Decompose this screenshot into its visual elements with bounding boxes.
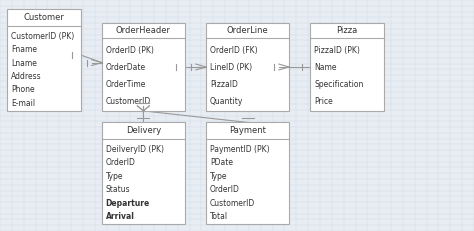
Text: DeilveryID (PK): DeilveryID (PK) (106, 145, 164, 154)
Text: OrderHeader: OrderHeader (116, 26, 171, 35)
Text: OrderID: OrderID (106, 158, 136, 167)
Text: Fname: Fname (11, 45, 37, 54)
Text: OrderID (PK): OrderID (PK) (106, 46, 154, 55)
Text: Lname: Lname (11, 58, 37, 67)
Text: E-mail: E-mail (11, 99, 35, 108)
Bar (310, 23, 384, 111)
Bar (206, 23, 289, 111)
Text: OrderTime: OrderTime (106, 80, 146, 89)
Text: Delivery: Delivery (126, 126, 161, 135)
Bar (102, 23, 185, 111)
Text: Phone: Phone (11, 85, 35, 94)
Text: Address: Address (11, 72, 42, 81)
Text: OrderID (FK): OrderID (FK) (210, 46, 257, 55)
Bar (206, 122, 289, 224)
Text: Type: Type (106, 172, 123, 181)
Text: Departure: Departure (106, 199, 150, 208)
Text: Specification: Specification (314, 80, 364, 89)
Bar (7, 9, 81, 111)
Text: Customer: Customer (23, 13, 64, 22)
Text: OrderID: OrderID (210, 185, 240, 194)
Text: PDate: PDate (210, 158, 233, 167)
Text: Pizza: Pizza (337, 26, 358, 35)
Text: CustomerID (PK): CustomerID (PK) (11, 32, 74, 41)
Text: Total: Total (210, 212, 228, 221)
Text: Type: Type (210, 172, 228, 181)
Text: CustomerID: CustomerID (106, 97, 151, 106)
Text: Payment: Payment (229, 126, 266, 135)
Text: OrderDate: OrderDate (106, 63, 146, 72)
Text: Arrival: Arrival (106, 212, 135, 221)
Text: CustomerID: CustomerID (210, 199, 255, 208)
Text: OrderLine: OrderLine (227, 26, 269, 35)
Text: PizzaID (PK): PizzaID (PK) (314, 46, 360, 55)
Text: LineID (PK): LineID (PK) (210, 63, 252, 72)
Text: PizzaID: PizzaID (210, 80, 238, 89)
Text: Price: Price (314, 97, 333, 106)
Text: Quantity: Quantity (210, 97, 243, 106)
Text: PaymentID (PK): PaymentID (PK) (210, 145, 270, 154)
Text: Name: Name (314, 63, 337, 72)
Bar (102, 122, 185, 224)
Text: Status: Status (106, 185, 130, 194)
